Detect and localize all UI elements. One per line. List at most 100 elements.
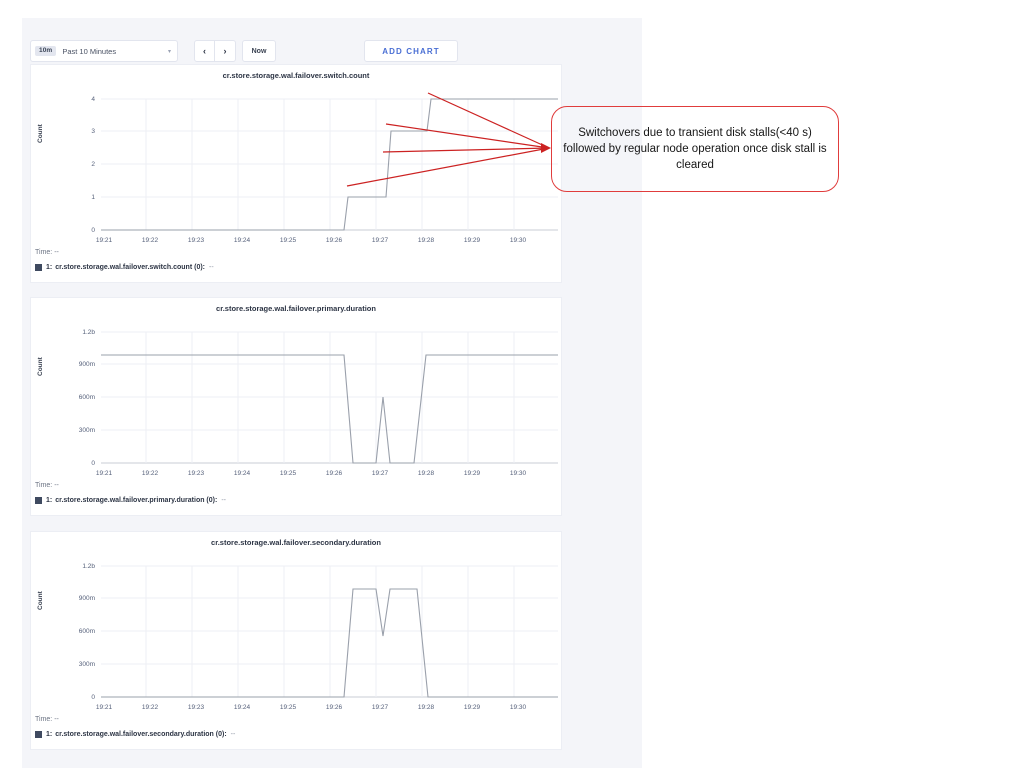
svg-text:1.2b: 1.2b	[82, 329, 95, 336]
svg-text:19:24: 19:24	[234, 704, 251, 711]
time-range-select[interactable]: 10m Past 10 Minutes ▾	[30, 40, 178, 62]
chart-title: cr.store.storage.wal.failover.switch.cou…	[222, 71, 370, 80]
chart-plot[interactable]: 4 3 2 1 0 19:21 19:22 19:23 19:24 19:25 …	[31, 79, 563, 244]
chart-card: cr.store.storage.wal.failover.switch.cou…	[30, 64, 562, 283]
svg-text:19:22: 19:22	[142, 704, 159, 711]
legend-value: --	[230, 731, 236, 738]
svg-text:19:26: 19:26	[326, 470, 343, 477]
svg-text:600m: 600m	[79, 628, 95, 635]
grid-lines	[101, 331, 558, 464]
time-range-badge: 10m	[35, 45, 57, 57]
chart-title: cr.store.storage.wal.failover.primary.du…	[216, 304, 376, 313]
toolbar: 10m Past 10 Minutes ▾ ‹ › Now ADD CHART	[30, 40, 562, 64]
svg-text:19:22: 19:22	[142, 237, 159, 244]
svg-text:19:25: 19:25	[280, 237, 297, 244]
svg-text:19:23: 19:23	[188, 470, 205, 477]
time-label: Time:	[35, 482, 53, 489]
chart-time-readout: Time: --	[35, 249, 59, 256]
legend-index: 1:	[46, 264, 53, 271]
chart-title: cr.store.storage.wal.failover.secondary.…	[211, 538, 381, 547]
svg-text:19:27: 19:27	[372, 704, 389, 711]
y-axis-ticks: 4 3 2 1 0	[91, 96, 95, 234]
prev-range-button[interactable]: ‹	[194, 40, 215, 62]
svg-text:4: 4	[91, 96, 95, 103]
chart-legend[interactable]: 1: cr.store.storage.wal.failover.primary…	[35, 497, 226, 504]
svg-text:19:24: 19:24	[234, 237, 251, 244]
svg-text:19:28: 19:28	[418, 237, 435, 244]
legend-swatch	[35, 731, 42, 738]
grid-lines	[101, 565, 558, 698]
time-value: --	[54, 716, 59, 723]
svg-text:19:24: 19:24	[234, 470, 251, 477]
svg-text:19:30: 19:30	[510, 237, 527, 244]
x-axis-ticks: 19:21 19:22 19:23 19:24 19:25 19:26 19:2…	[96, 237, 527, 244]
svg-text:3: 3	[91, 128, 95, 135]
y-axis-ticks: 1.2b 900m 600m 300m 0	[79, 329, 96, 467]
svg-text:19:21: 19:21	[96, 237, 113, 244]
legend-index: 1:	[46, 731, 53, 738]
chart-card: cr.store.storage.wal.failover.secondary.…	[30, 531, 562, 750]
svg-text:19:23: 19:23	[188, 237, 205, 244]
svg-text:900m: 900m	[79, 595, 95, 602]
svg-text:0: 0	[91, 227, 95, 234]
time-nav-group: ‹ ›	[194, 40, 236, 62]
time-label: Time:	[35, 716, 53, 723]
svg-text:19:30: 19:30	[510, 704, 527, 711]
add-chart-button[interactable]: ADD CHART	[364, 40, 458, 62]
time-value: --	[54, 482, 59, 489]
svg-text:19:21: 19:21	[96, 704, 113, 711]
chart-time-readout: Time: --	[35, 482, 59, 489]
svg-text:900m: 900m	[79, 361, 95, 368]
svg-text:19:29: 19:29	[464, 470, 481, 477]
svg-text:19:25: 19:25	[280, 470, 297, 477]
chevron-down-icon: ▾	[167, 48, 171, 55]
svg-text:0: 0	[91, 694, 95, 701]
x-axis-ticks: 19:21 19:22 19:23 19:24 19:25 19:26 19:2…	[96, 470, 527, 477]
legend-metric: cr.store.storage.wal.failover.secondary.…	[55, 731, 227, 738]
next-range-button[interactable]: ›	[215, 40, 236, 62]
svg-text:0: 0	[91, 460, 95, 467]
annotation-text: Switchovers due to transient disk stalls…	[563, 126, 827, 172]
svg-text:300m: 300m	[79, 661, 95, 668]
time-label: Time:	[35, 249, 53, 256]
chart-legend[interactable]: 1: cr.store.storage.wal.failover.seconda…	[35, 731, 235, 738]
svg-text:19:21: 19:21	[96, 470, 113, 477]
y-axis-ticks: 1.2b 900m 600m 300m 0	[79, 563, 96, 701]
svg-text:19:29: 19:29	[464, 237, 481, 244]
chart-legend[interactable]: 1: cr.store.storage.wal.failover.switch.…	[35, 264, 214, 271]
svg-text:19:26: 19:26	[326, 704, 343, 711]
legend-swatch	[35, 497, 42, 504]
svg-text:1: 1	[91, 194, 95, 201]
svg-text:19:28: 19:28	[418, 470, 435, 477]
chart-card: cr.store.storage.wal.failover.primary.du…	[30, 297, 562, 516]
legend-value: --	[209, 264, 214, 271]
legend-index: 1:	[46, 497, 53, 504]
svg-text:2: 2	[91, 161, 95, 168]
svg-text:19:29: 19:29	[464, 704, 481, 711]
svg-text:19:27: 19:27	[372, 470, 389, 477]
legend-swatch	[35, 264, 42, 271]
svg-text:19:28: 19:28	[418, 704, 435, 711]
svg-text:19:22: 19:22	[142, 470, 159, 477]
x-axis-ticks: 19:21 19:22 19:23 19:24 19:25 19:26 19:2…	[96, 704, 527, 711]
svg-text:19:27: 19:27	[372, 237, 389, 244]
series-line	[101, 588, 558, 698]
legend-metric: cr.store.storage.wal.failover.primary.du…	[55, 497, 218, 504]
legend-value: --	[221, 497, 226, 504]
svg-text:1.2b: 1.2b	[82, 563, 95, 570]
chart-plot[interactable]: 1.2b 900m 600m 300m 0 19:21 19:22 19:23 …	[31, 312, 563, 477]
time-range-label: Past 10 Minutes	[62, 46, 117, 56]
grid-lines	[101, 98, 558, 231]
svg-text:600m: 600m	[79, 394, 95, 401]
svg-text:19:23: 19:23	[188, 704, 205, 711]
series-line	[101, 354, 558, 464]
time-value: --	[54, 249, 59, 256]
chart-plot[interactable]: 1.2b 900m 600m 300m 0 19:21 19:22 19:23 …	[31, 546, 563, 711]
now-button[interactable]: Now	[242, 40, 276, 62]
svg-text:19:25: 19:25	[280, 704, 297, 711]
chart-time-readout: Time: --	[35, 716, 59, 723]
svg-text:300m: 300m	[79, 427, 95, 434]
svg-text:19:26: 19:26	[326, 237, 343, 244]
legend-metric: cr.store.storage.wal.failover.switch.cou…	[55, 264, 205, 271]
